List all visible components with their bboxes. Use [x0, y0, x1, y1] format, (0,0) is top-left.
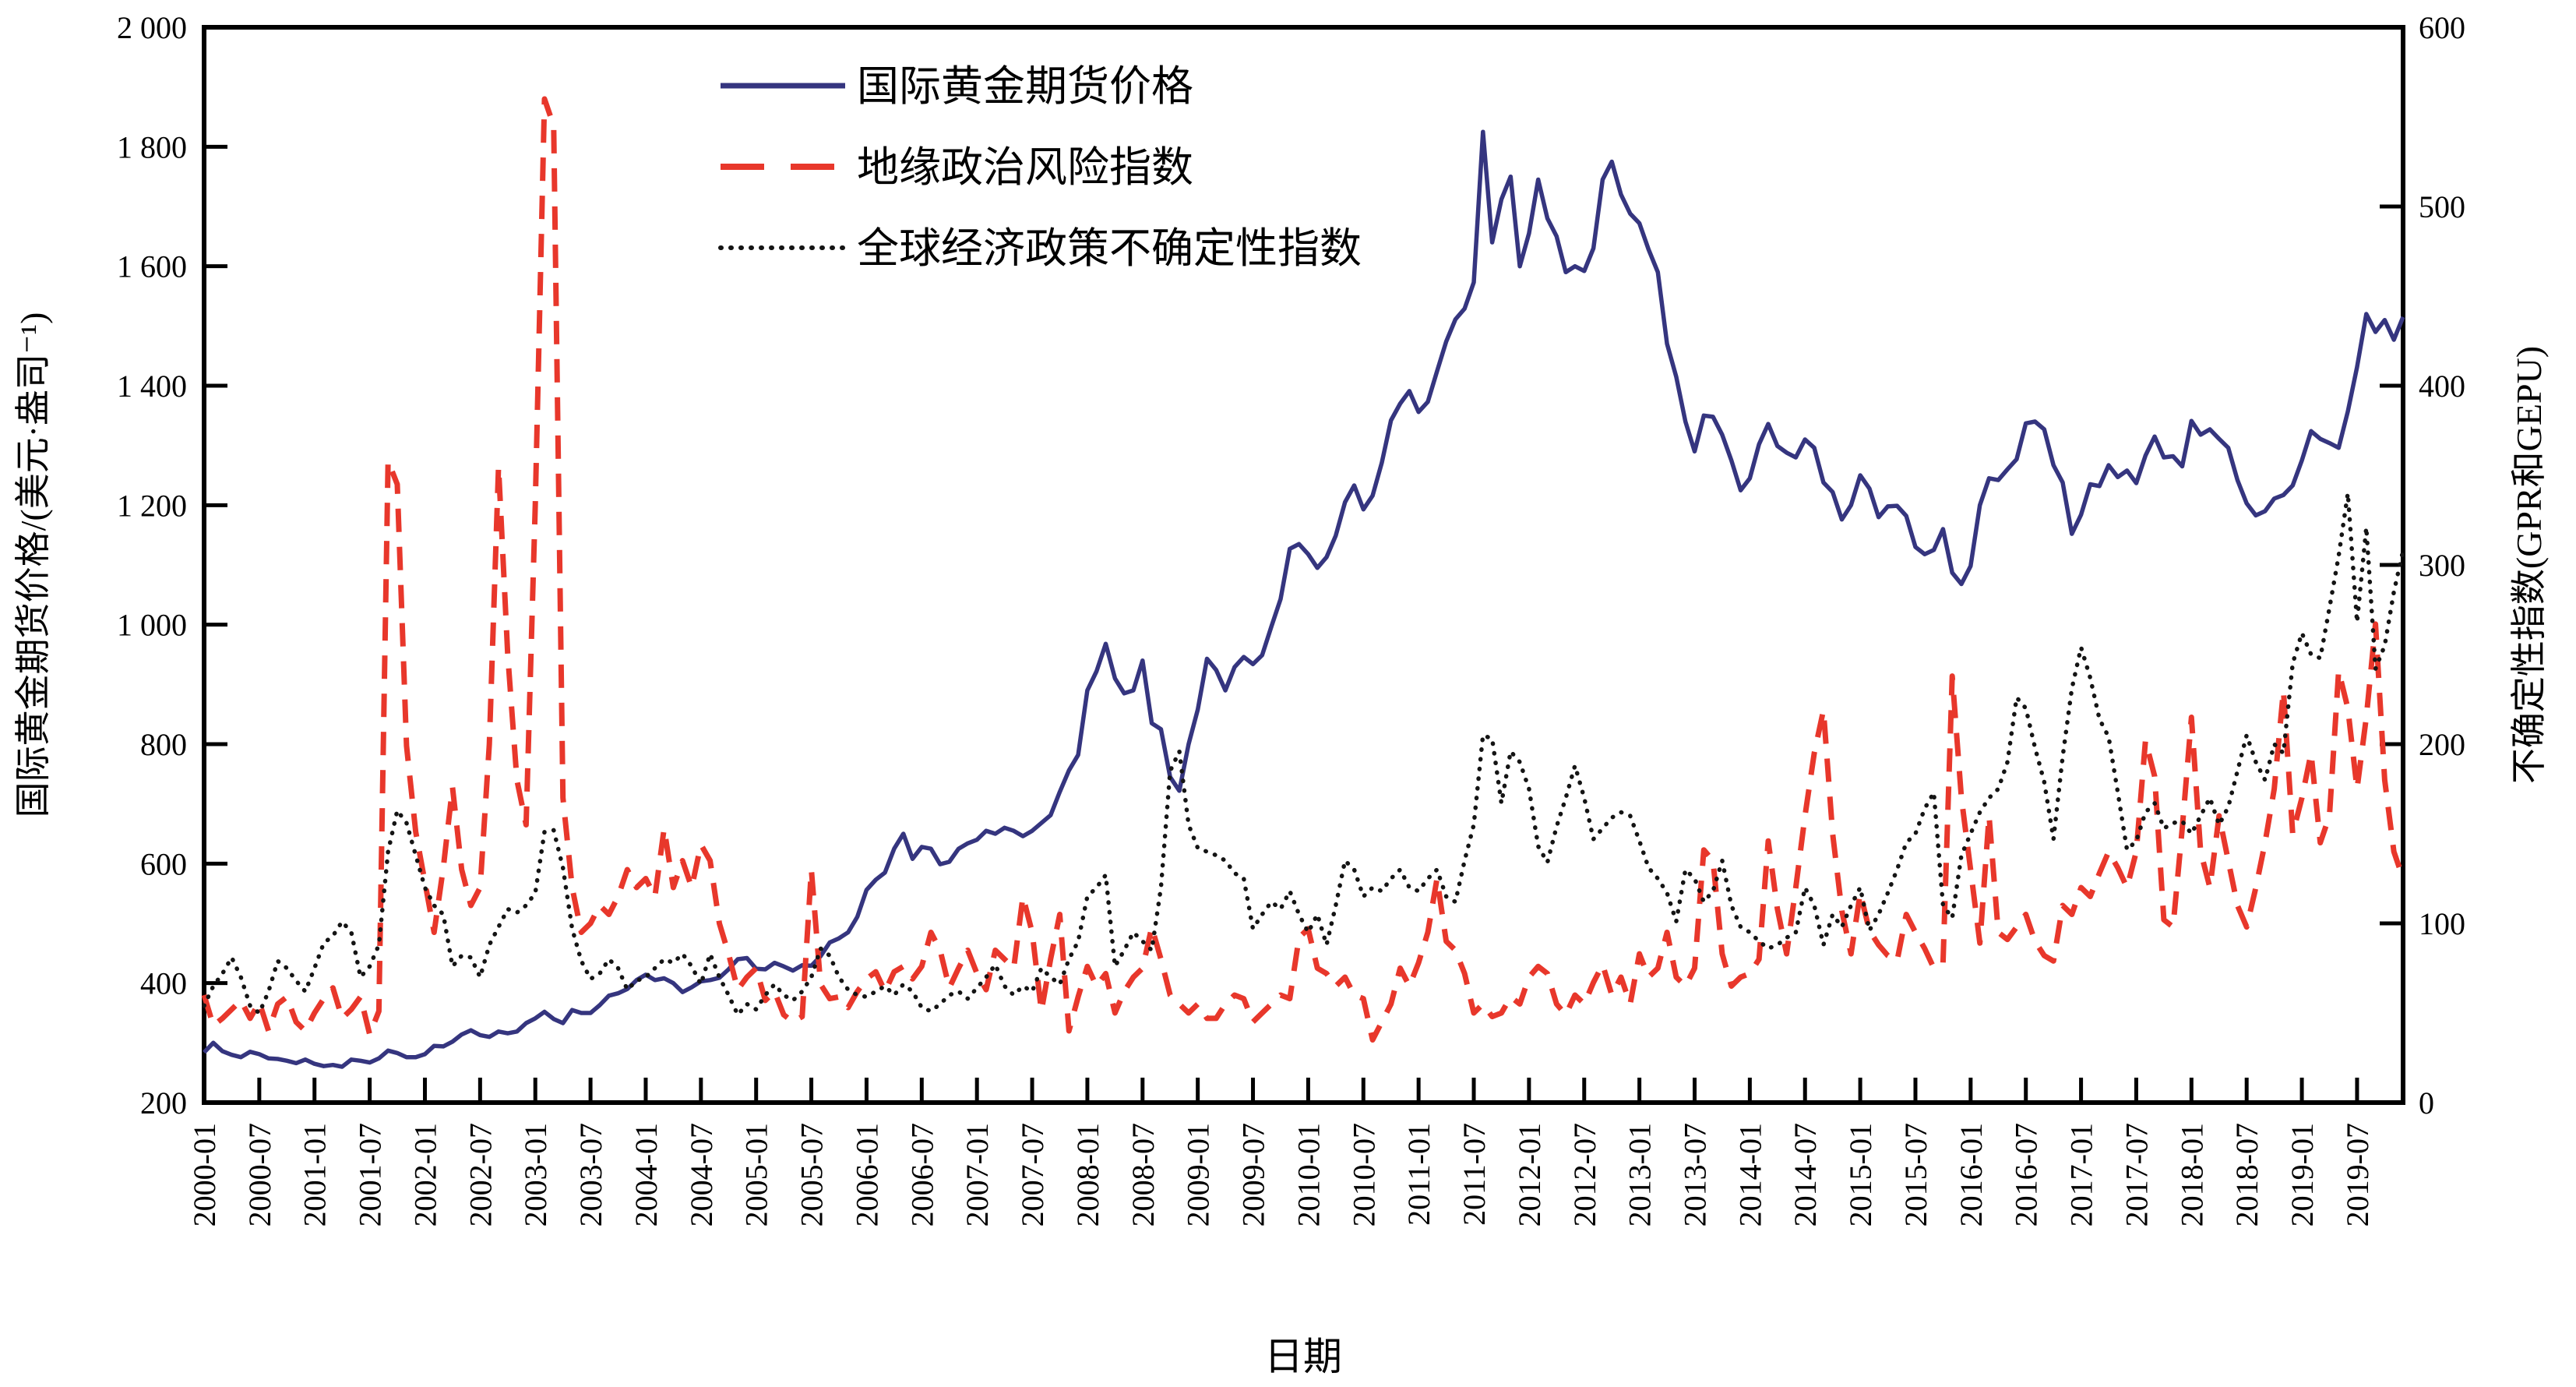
left-tick-label: 1 000 [117, 608, 187, 643]
x-tick-label: 2003-01 [518, 1123, 553, 1226]
x-tick-label: 2001-07 [353, 1123, 388, 1226]
x-tick-label: 2006-07 [904, 1123, 939, 1226]
x-tick-label: 2005-01 [739, 1123, 774, 1226]
right-tick-label: 300 [2419, 548, 2465, 583]
x-tick-label: 2018-01 [2174, 1123, 2209, 1226]
left-axis-ticks: 2 000 1 800 1 600 1 400 1 200 1 000 800 600 400 2… [117, 10, 227, 1121]
x-tick-label: 2001-01 [298, 1123, 333, 1226]
x-tick-label: 2015-01 [1843, 1123, 1878, 1226]
left-axis-title: 国际黄金期货价格/(美元·盎司⁻¹) [13, 312, 53, 818]
x-tick-label: 2019-01 [2285, 1123, 2320, 1226]
gpr-line [201, 96, 2406, 1043]
left-tick-label: 1 200 [117, 488, 187, 523]
right-tick-label: 200 [2419, 727, 2465, 762]
x-tick-label: 2013-07 [1677, 1123, 1712, 1226]
x-tick-label: 2000-07 [242, 1123, 277, 1226]
x-tick-label: 2008-07 [1126, 1123, 1161, 1226]
x-tick-label: 2009-07 [1236, 1123, 1271, 1226]
x-tick-label: 2014-07 [1788, 1123, 1823, 1226]
x-tick-label: 2002-01 [407, 1123, 442, 1226]
gepu-line [202, 491, 2405, 1018]
gold-price-line [203, 129, 2405, 1069]
left-tick-label: 1 800 [117, 129, 187, 164]
x-axis-ticks: 2000-01 2000-07 2001-01 2001-07 2002-01 2002-… [187, 1078, 2375, 1226]
x-tick-label: 2005-07 [795, 1123, 830, 1226]
x-tick-label: 2008-01 [1070, 1123, 1105, 1226]
left-tick-label: 400 [140, 966, 187, 1001]
x-tick-label: 2007-01 [960, 1123, 995, 1226]
x-tick-label: 2004-01 [629, 1123, 664, 1226]
left-tick-label: 1 600 [117, 249, 187, 284]
legend-label-gepu: 全球经济政策不确定性指数 [857, 225, 1362, 272]
x-tick-label: 2007-07 [1015, 1123, 1050, 1226]
series-lines [201, 96, 2406, 1069]
x-tick-label: 2017-07 [2119, 1123, 2154, 1226]
x-tick-label: 2010-01 [1291, 1123, 1326, 1226]
x-tick-label: 2010-07 [1346, 1123, 1381, 1226]
x-tick-label: 2013-01 [1623, 1123, 1658, 1226]
x-tick-label: 2000-01 [187, 1123, 222, 1226]
left-tick-label: 2 000 [117, 10, 187, 45]
x-tick-label: 2017-01 [2064, 1123, 2099, 1226]
right-axis-ticks: 600 500 400 300 200 100 0 [2380, 10, 2465, 1121]
x-tick-label: 2012-01 [1512, 1123, 1547, 1226]
x-tick-label: 2016-01 [1954, 1123, 1989, 1226]
legend: 国际黄金期货价格 地缘政治风险指数 全球经济政策不确定性指数 [718, 63, 1362, 272]
x-tick-label: 2009-01 [1181, 1123, 1216, 1226]
x-tick-label: 2016-07 [2009, 1123, 2044, 1226]
right-tick-label: 600 [2419, 10, 2465, 45]
x-tick-label: 2012-07 [1567, 1123, 1602, 1226]
x-tick-label: 2002-07 [463, 1123, 498, 1226]
x-tick-label: 2011-07 [1457, 1123, 1492, 1226]
plot-frame [202, 25, 2405, 1105]
x-tick-label: 2006-01 [849, 1123, 884, 1226]
left-tick-label: 200 [140, 1085, 187, 1121]
left-tick-label: 1 400 [117, 369, 187, 404]
x-tick-label: 2004-07 [684, 1123, 719, 1226]
x-tick-label: 2018-07 [2229, 1123, 2264, 1226]
left-tick-label: 800 [140, 727, 187, 762]
x-tick-label: 2015-07 [1898, 1123, 1933, 1226]
right-tick-label: 100 [2419, 906, 2465, 941]
x-tick-label: 2011-01 [1401, 1123, 1436, 1226]
right-tick-label: 400 [2419, 369, 2465, 404]
x-tick-label: 2003-07 [573, 1123, 608, 1226]
legend-label-gold: 国际黄金期货价格 [857, 63, 1193, 110]
x-tick-label: 2014-01 [1732, 1123, 1767, 1226]
left-tick-label: 600 [140, 846, 187, 881]
legend-label-gpr: 地缘政治风险指数 [857, 144, 1193, 191]
right-tick-label: 0 [2419, 1085, 2434, 1121]
right-axis-title: 不确定性指数(GPR和GEPU) [2509, 346, 2549, 784]
x-axis-title: 日期 [1264, 1335, 1342, 1378]
right-tick-label: 500 [2419, 189, 2465, 224]
x-tick-label: 2019-07 [2340, 1123, 2375, 1226]
